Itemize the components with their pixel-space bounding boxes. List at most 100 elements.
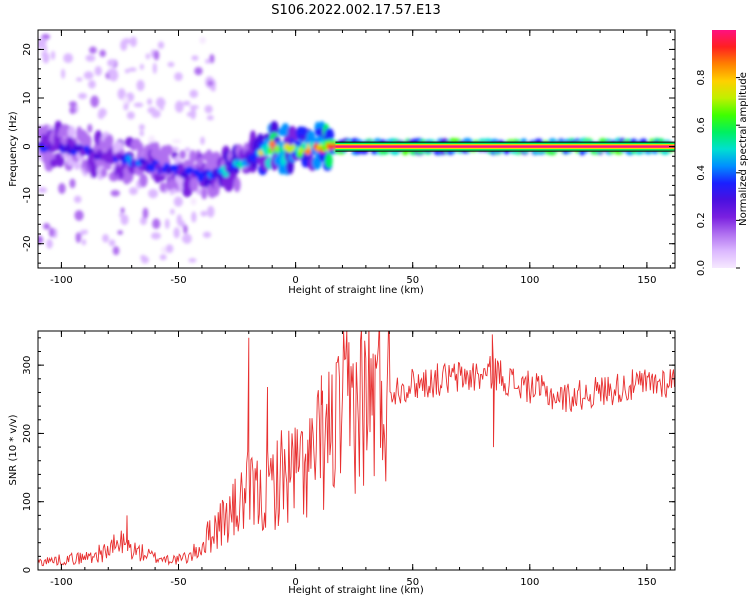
- spectrogram-halo: [139, 173, 148, 188]
- spectrogram-ridge: [304, 148, 312, 156]
- spectrogram-noise-blob: [128, 187, 138, 195]
- spectrogram-noise-blob: [118, 213, 123, 218]
- spectrogram-noise-blob: [145, 53, 150, 60]
- spectrogram-noise-blob: [199, 36, 206, 44]
- colorbar-tick-label: 0.8: [696, 70, 707, 86]
- spectrogram-noise-blob: [151, 109, 161, 118]
- spectrogram-noise-blob: [173, 196, 183, 207]
- x-tick-label: 100: [520, 275, 539, 286]
- spectrogram-noise-blob: [69, 106, 76, 115]
- snr-panel: -100 -50 0 50 100 150 0 100 200 300 Height of st…: [8, 330, 676, 596]
- spectrogram-halo: [189, 149, 196, 164]
- colorbar-ticks: 0.0 0.2 0.4 0.6 0.8: [696, 70, 740, 276]
- spectrogram-noise-blob: [209, 54, 215, 64]
- spectrogram-halo: [324, 128, 335, 142]
- spectrogram-noise-blob: [108, 239, 116, 247]
- spectrogram-noise-blob: [124, 68, 130, 74]
- spectrogram-noise-blob: [155, 97, 165, 108]
- spectrogram-halo: [325, 153, 333, 169]
- spectrogram-noise-blob: [38, 235, 44, 245]
- spectrogram-noise-blob: [69, 101, 77, 107]
- spectrogram-noise-blob: [107, 59, 116, 67]
- spectrogram-noise-blob: [164, 218, 170, 230]
- spectrogram-halo: [286, 158, 294, 175]
- spectrogram-noise-blob: [74, 210, 84, 221]
- spectrogram-noise-blob: [83, 229, 88, 235]
- spectrogram-noise-blob: [190, 107, 197, 120]
- spectrogram-noise-blob: [75, 232, 82, 243]
- spectrogram-noise-blob: [142, 207, 149, 219]
- spectrogram-halo: [163, 144, 173, 156]
- spectrogram-noise-blob: [139, 63, 144, 70]
- x-tick-label: 150: [637, 275, 656, 286]
- y-tick-label: 100: [22, 492, 33, 511]
- y-tick-label: 10: [22, 92, 33, 105]
- x-tick-label: 50: [406, 577, 419, 588]
- spectrogram-noise-blob: [174, 72, 183, 81]
- spectrogram-noise-blob: [188, 258, 197, 263]
- snr-x-ticks: -100 -50 0 50 100 150: [37, 331, 671, 588]
- spectrogram-y-ticks: -20 -10 0 10 20: [22, 29, 675, 264]
- spectrogram-noise-blob: [194, 66, 203, 76]
- spectrogram-halo: [100, 168, 108, 178]
- spectrogram-noise-blob: [207, 80, 214, 87]
- spectrogram-noise-blob: [152, 62, 157, 74]
- spectrogram-noise-blob: [99, 49, 106, 58]
- spectrogram-halo: [233, 177, 241, 193]
- spectrogram-noise-blob: [139, 130, 144, 137]
- spectrogram-noise-blob: [41, 51, 47, 57]
- spectrogram-noise-blob: [48, 227, 55, 238]
- spectrogram-noise-blob: [98, 108, 107, 117]
- spectrogram-noise-blob: [200, 136, 205, 145]
- spectrogram-noise-blob: [120, 214, 129, 226]
- spectrogram-noise-blob: [191, 55, 199, 61]
- x-tick-label: 100: [520, 577, 539, 588]
- spectrogram-noise-blob: [146, 98, 153, 106]
- colorbar-tick-label: 0.2: [696, 212, 707, 228]
- y-tick-label: 200: [22, 424, 33, 443]
- y-tick-label: 20: [22, 43, 33, 56]
- spectrogram-noise-blob: [120, 207, 125, 214]
- spectrogram-halo: [189, 177, 199, 192]
- spectrogram-noise-blob: [136, 79, 145, 91]
- figure-title: S106.2022.002.17.57.E13: [271, 3, 440, 18]
- colorbar: 0.0 0.2 0.4 0.6 0.8 Normalized spectral ampl…: [696, 30, 749, 276]
- spectrogram-noise-blob: [182, 100, 191, 106]
- x-tick-label: -50: [170, 275, 186, 286]
- spectrogram-noise-blob: [153, 50, 160, 61]
- spectrogram-noise-blob: [202, 231, 212, 238]
- spectrogram-noise-blob: [167, 61, 175, 68]
- spectrogram-noise-blob: [176, 214, 183, 226]
- snr-series-line: [38, 331, 675, 567]
- spectrogram-halo: [60, 123, 69, 137]
- spectrogram-noise-blob: [87, 123, 93, 133]
- spectrogram-noise-blob: [46, 238, 53, 249]
- spectrogram-noise-blob: [157, 41, 165, 49]
- spectrogram-ridge: [77, 144, 84, 152]
- spectrogram-noise-blob: [129, 36, 137, 48]
- spectrogram-halo: [106, 134, 114, 147]
- spectrogram-noise-blob: [61, 68, 66, 79]
- spectrogram-halo: [159, 181, 167, 193]
- spectrogram-noise-blob: [126, 111, 135, 120]
- spectrogram-noise-blob: [81, 239, 87, 246]
- snr-xlabel: Height of straight line (km): [288, 585, 424, 596]
- spectrogram-halo: [201, 187, 208, 200]
- spectrogram-frame: [37, 29, 676, 269]
- y-tick-label: 300: [22, 356, 33, 375]
- spectrogram-noise-blob: [58, 182, 66, 195]
- spectrogram-noise-blob: [94, 66, 102, 76]
- spectrogram-noise-blob: [170, 208, 175, 215]
- spectrogram-xlabel: Height of straight line (km): [288, 285, 424, 296]
- spectrogram-noise-blob: [165, 244, 174, 254]
- colorbar-tick-label: 0.0: [696, 260, 707, 276]
- spectrogram-noise-blob: [174, 100, 184, 113]
- colorbar-gradient: [712, 30, 736, 268]
- spectrogram-noise-blob: [184, 147, 191, 152]
- spectrogram-noise-blob: [120, 39, 128, 51]
- spectrogram-noise-blob: [63, 53, 73, 63]
- spectrogram-ridge: [148, 165, 156, 173]
- spectrogram-noise-blob: [122, 96, 129, 105]
- spectrogram-noise-blob: [189, 105, 199, 110]
